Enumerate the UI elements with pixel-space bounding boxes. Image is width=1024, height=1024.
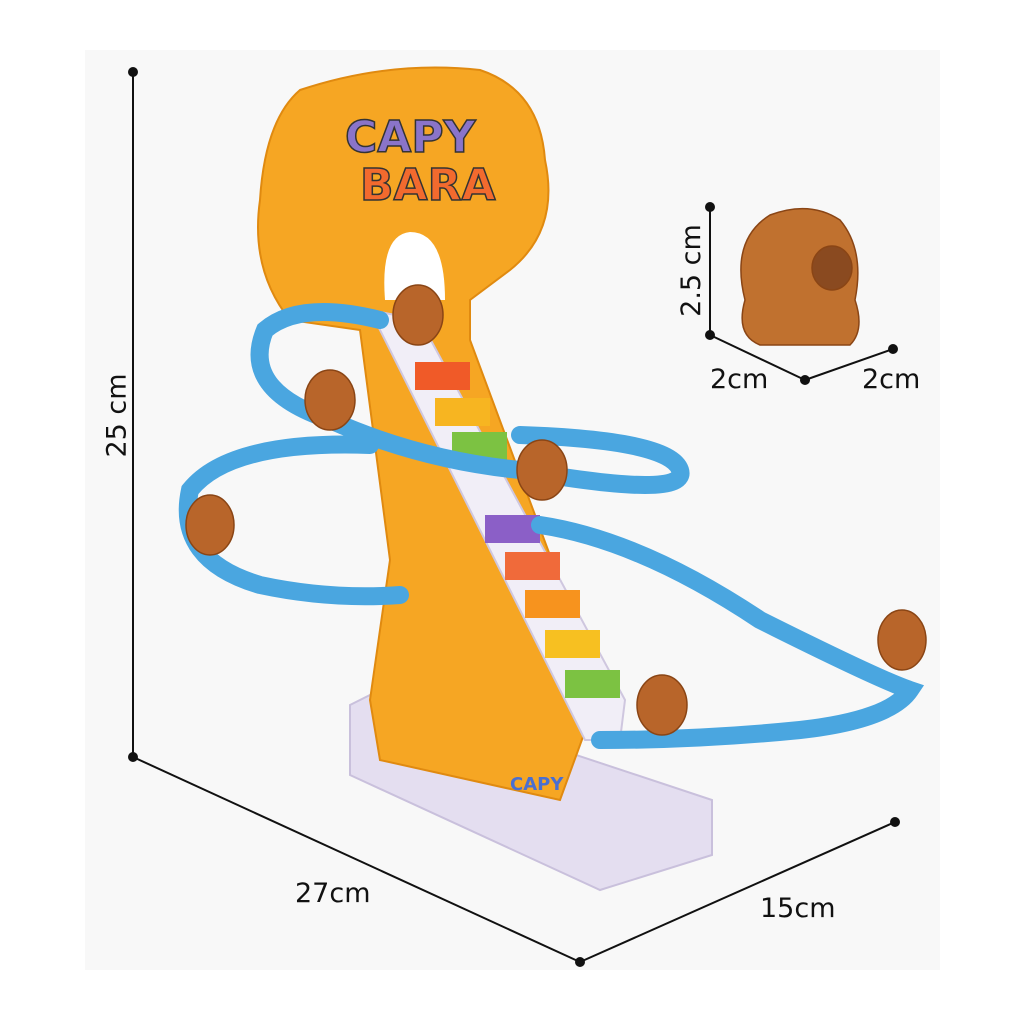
svg-text:CAPY: CAPY	[345, 112, 477, 163]
toy-height-label: 25 cm	[101, 373, 133, 458]
toy-stairs	[368, 308, 627, 741]
figure-width-label: 2cm	[710, 364, 769, 395]
capybara-figures	[185, 207, 927, 736]
figure-height-label: 2.5 cm	[675, 224, 707, 317]
figure-depth-label: 2cm	[862, 364, 921, 395]
toy-width-label: 27cm	[295, 878, 371, 909]
toy-tower: CAPY BARA CAPY	[257, 66, 602, 802]
dimension-lines	[128, 67, 900, 967]
svg-text:BARA: BARA	[360, 160, 496, 211]
svg-text:CAPY: CAPY	[510, 774, 564, 795]
toy-depth-label: 15cm	[760, 893, 836, 924]
